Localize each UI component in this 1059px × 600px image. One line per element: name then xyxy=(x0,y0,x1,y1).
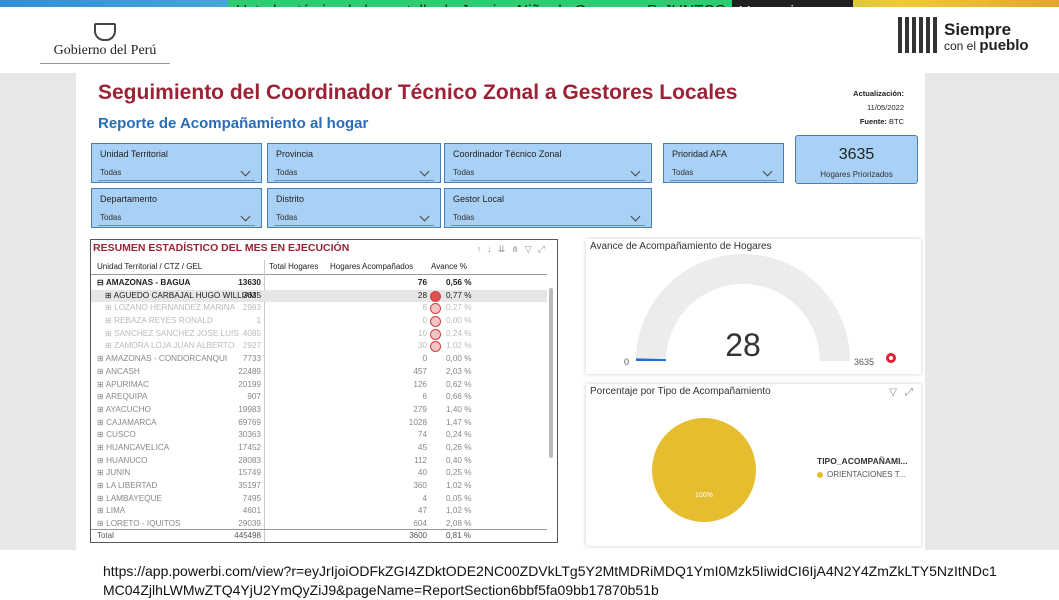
summary-matrix[interactable]: RESUMEN ESTADÍSTICO DEL MES EN EJECUCIÓN… xyxy=(90,239,558,543)
legend-title: TIPO_ACOMPAÑAMI... xyxy=(817,456,908,466)
kpi-hogares-priorizados: 3635 Hogares Priorizados xyxy=(795,135,918,184)
report-subtitle: Reporte de Acompañamiento al hogar xyxy=(98,115,368,132)
slicer-prioridad-afa[interactable]: Prioridad AFA Todas xyxy=(663,143,784,183)
chevron-down-icon xyxy=(763,167,773,177)
gauge-chart: 28 0 3635 xyxy=(586,239,921,374)
legend-item[interactable]: ORIENTACIONES T... xyxy=(817,470,905,479)
chevron-down-icon xyxy=(420,212,430,222)
pie-visual[interactable]: Porcentaje por Tipo de Acompañamiento ▽ … xyxy=(586,384,921,546)
drill-down-icon: ↓ xyxy=(487,244,498,254)
chevron-down-icon xyxy=(420,167,430,177)
powerbi-report: Seguimiento del Coordinador Técnico Zona… xyxy=(76,73,925,550)
gov-logo: Gobierno del Perú xyxy=(40,23,170,64)
status-dot-icon xyxy=(430,316,441,327)
gauge-value: 28 xyxy=(725,327,761,363)
pie-slice xyxy=(652,418,756,522)
chevron-down-icon xyxy=(241,212,251,222)
matrix-title: RESUMEN ESTADÍSTICO DEL MES EN EJECUCIÓN xyxy=(93,242,349,254)
chevron-down-icon xyxy=(631,167,641,177)
update-info: Actualización: 11/05/2022 Fuente: BTC xyxy=(824,87,904,129)
brand-line2: con el pueblo xyxy=(944,39,1029,53)
slicer-gestor-local[interactable]: Gestor Local Todas xyxy=(444,188,652,228)
drill-up-icon: ↑ xyxy=(477,244,488,254)
gauge-max: 3635 xyxy=(854,357,874,367)
coat-of-arms-icon xyxy=(94,23,116,41)
chevron-down-icon xyxy=(241,167,251,177)
gauge-visual[interactable]: Avance de Acompañamiento de Hogares 28 0… xyxy=(586,239,921,374)
legend-dot-icon xyxy=(817,472,823,478)
gauge-min: 0 xyxy=(624,357,629,367)
kpi-caption: Hogares Priorizados xyxy=(796,170,917,179)
slicer-provincia[interactable]: Provincia Todas xyxy=(267,143,441,183)
hierarchy-icon: ⋔ xyxy=(511,244,525,254)
col-header[interactable]: Unidad Territorial / CTZ / GEL xyxy=(97,262,202,271)
site-header: Gobierno del Perú Siempre con el pueblo xyxy=(0,7,1059,73)
columns-icon xyxy=(898,17,940,57)
col-header[interactable]: Avance % xyxy=(431,262,467,271)
chevron-down-icon xyxy=(631,212,641,222)
slicer-coordinador[interactable]: Coordinador Técnico Zonal Todas xyxy=(444,143,652,183)
status-dot-icon xyxy=(430,341,441,352)
brand-logo: Siempre con el pueblo xyxy=(898,17,1029,57)
focus-mode-icon: ⤢ xyxy=(538,244,551,254)
vertical-scrollbar[interactable] xyxy=(547,276,555,526)
slicer-distrito[interactable]: Distrito Todas xyxy=(267,188,441,228)
expand-level-icon: ⇊ xyxy=(498,244,512,254)
slicer-departamento[interactable]: Departamento Todas xyxy=(91,188,262,228)
col-header[interactable]: Hogares Acompañados xyxy=(330,262,413,271)
filter-icon: ▽ xyxy=(525,244,538,254)
gov-name: Gobierno del Perú xyxy=(40,43,170,59)
status-dot-icon xyxy=(430,291,441,302)
matrix-header: Unidad Territorial / CTZ / GEL Total Hog… xyxy=(91,260,547,275)
status-dot-icon xyxy=(430,303,441,314)
report-url[interactable]: https://app.powerbi.com/view?r=eyJrIjoiO… xyxy=(103,562,1003,600)
pie-slice-label: 100% xyxy=(695,492,713,499)
slicer-unidad-territorial[interactable]: Unidad Territorial Todas xyxy=(91,143,262,183)
col-header[interactable]: Total Hogares xyxy=(269,262,318,271)
total-row: Total 445498 3600 0,81 % xyxy=(91,529,547,542)
kpi-value: 3635 xyxy=(796,146,917,164)
status-dot-icon xyxy=(430,329,441,340)
report-title: Seguimiento del Coordinador Técnico Zona… xyxy=(98,81,737,105)
visual-toolbar[interactable]: ↑↓⇊⋔▽⤢ xyxy=(477,244,551,255)
